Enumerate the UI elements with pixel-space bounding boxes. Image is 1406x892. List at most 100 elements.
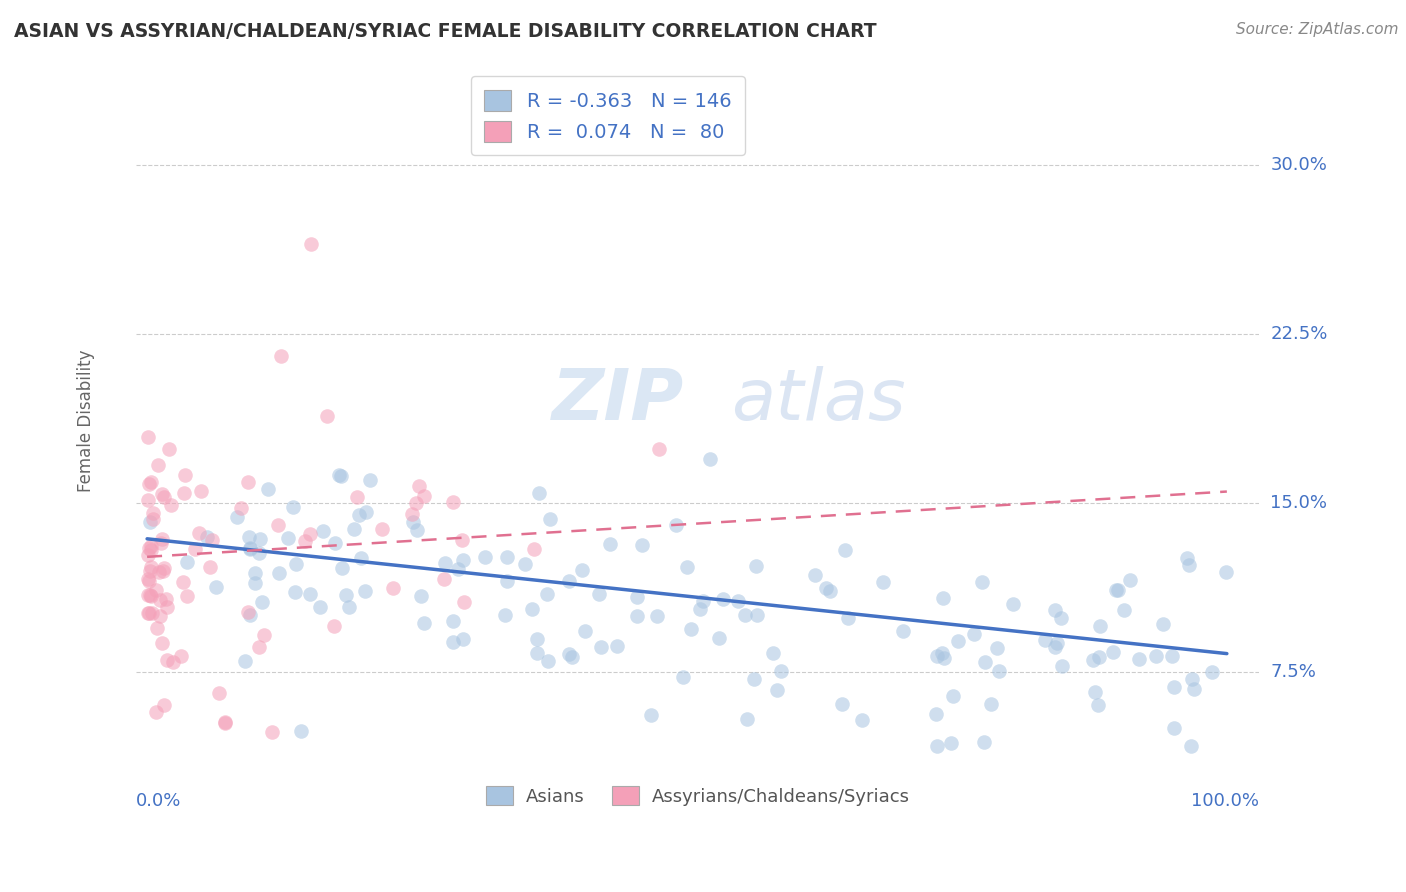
Point: [770, 664, 793, 678]
Point: [328, 468, 350, 483]
Point: [412, 615, 434, 630]
Point: [988, 664, 1011, 678]
Point: [188, 525, 211, 540]
Point: [323, 619, 346, 633]
Point: [589, 640, 612, 655]
Point: [214, 716, 236, 731]
Point: [474, 549, 496, 564]
Point: [1161, 648, 1184, 663]
Point: [520, 602, 543, 616]
Point: [208, 686, 231, 700]
Point: [932, 591, 955, 605]
Point: [441, 495, 464, 509]
Point: [974, 656, 997, 670]
Point: [1180, 739, 1202, 753]
Point: [204, 580, 226, 594]
Point: [413, 489, 436, 503]
Point: [495, 608, 517, 623]
Point: [145, 621, 167, 635]
Point: [236, 475, 259, 489]
Point: [172, 575, 194, 590]
Point: [588, 587, 610, 601]
Point: [231, 500, 253, 515]
Point: [239, 541, 262, 555]
Point: [139, 587, 162, 601]
Point: [270, 350, 292, 364]
Point: [711, 591, 734, 606]
Point: [675, 559, 697, 574]
Text: Source: ZipAtlas.com: Source: ZipAtlas.com: [1236, 22, 1399, 37]
Point: [136, 606, 159, 620]
Point: [243, 576, 266, 591]
Point: [526, 646, 548, 660]
Point: [1163, 680, 1185, 694]
Point: [176, 589, 198, 603]
Point: [1118, 573, 1140, 587]
Point: [925, 707, 948, 722]
Point: [145, 582, 167, 597]
Point: [927, 739, 949, 753]
Point: [803, 567, 825, 582]
Point: [645, 609, 668, 624]
Point: [672, 670, 695, 684]
Point: [523, 542, 546, 557]
Point: [401, 507, 423, 521]
Point: [1084, 685, 1107, 699]
Point: [405, 496, 427, 510]
Point: [299, 527, 322, 541]
Point: [1163, 722, 1185, 736]
Point: [184, 542, 207, 557]
Point: [558, 648, 581, 662]
Point: [152, 561, 174, 575]
Point: [538, 512, 561, 526]
Point: [139, 559, 162, 574]
Point: [277, 531, 299, 545]
Point: [527, 486, 550, 500]
Point: [149, 608, 172, 623]
Point: [190, 483, 212, 498]
Point: [308, 600, 330, 615]
Point: [1128, 652, 1150, 666]
Point: [142, 506, 165, 520]
Point: [1105, 582, 1128, 597]
Point: [1046, 636, 1069, 650]
Point: [851, 713, 873, 727]
Point: [162, 655, 184, 669]
Point: [1050, 611, 1073, 625]
Point: [1045, 640, 1067, 654]
Text: atlas: atlas: [731, 366, 905, 435]
Text: 30.0%: 30.0%: [1271, 156, 1327, 174]
Point: [1107, 582, 1129, 597]
Point: [1175, 550, 1198, 565]
Point: [157, 442, 180, 456]
Point: [1181, 673, 1204, 687]
Point: [453, 595, 475, 609]
Point: [747, 607, 769, 622]
Point: [155, 591, 177, 606]
Point: [343, 522, 366, 536]
Point: [451, 553, 474, 567]
Point: [139, 564, 162, 578]
Text: 100.0%: 100.0%: [1191, 792, 1260, 810]
Point: [176, 555, 198, 569]
Point: [312, 524, 335, 538]
Point: [156, 600, 179, 615]
Point: [411, 589, 433, 603]
Point: [139, 589, 162, 603]
Point: [537, 654, 560, 668]
Point: [692, 594, 714, 608]
Point: [150, 636, 173, 650]
Point: [153, 490, 176, 504]
Point: [139, 515, 162, 529]
Point: [734, 608, 756, 623]
Point: [1035, 633, 1057, 648]
Text: 15.0%: 15.0%: [1271, 494, 1327, 512]
Point: [434, 556, 457, 570]
Point: [1043, 602, 1066, 616]
Point: [648, 442, 671, 457]
Point: [198, 560, 221, 574]
Point: [136, 548, 159, 562]
Point: [266, 517, 288, 532]
Point: [571, 563, 593, 577]
Point: [963, 627, 986, 641]
